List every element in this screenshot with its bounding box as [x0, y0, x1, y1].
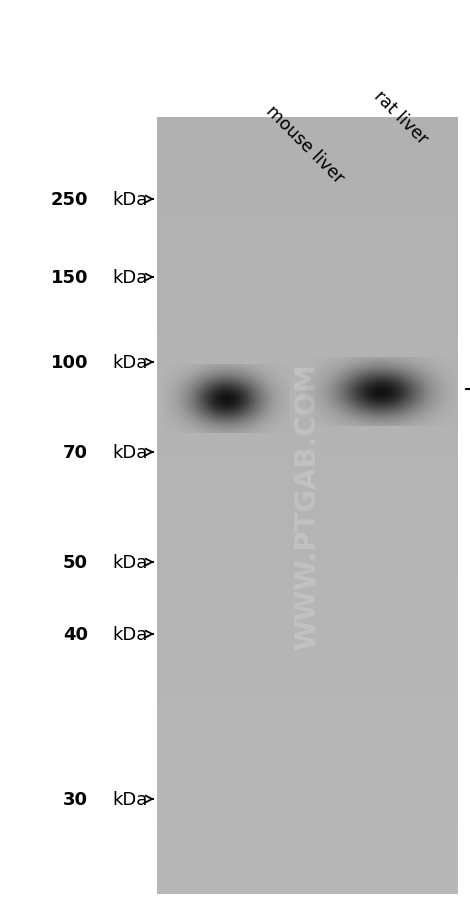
- Text: 50: 50: [63, 554, 88, 571]
- Text: 40: 40: [63, 625, 88, 643]
- Text: kDa: kDa: [113, 269, 148, 287]
- Text: kDa: kDa: [113, 191, 148, 208]
- Text: mouse liver: mouse liver: [262, 102, 347, 188]
- Text: kDa: kDa: [113, 444, 148, 462]
- Text: 100: 100: [50, 354, 88, 372]
- Text: 250: 250: [50, 191, 88, 208]
- Text: kDa: kDa: [113, 354, 148, 372]
- Text: WWW.PTGAB.COM: WWW.PTGAB.COM: [293, 363, 321, 649]
- Text: kDa: kDa: [113, 625, 148, 643]
- Text: 70: 70: [63, 444, 88, 462]
- Text: 30: 30: [63, 790, 88, 808]
- Text: kDa: kDa: [113, 554, 148, 571]
- Text: 150: 150: [50, 269, 88, 287]
- Text: rat liver: rat liver: [370, 87, 431, 148]
- Text: kDa: kDa: [113, 790, 148, 808]
